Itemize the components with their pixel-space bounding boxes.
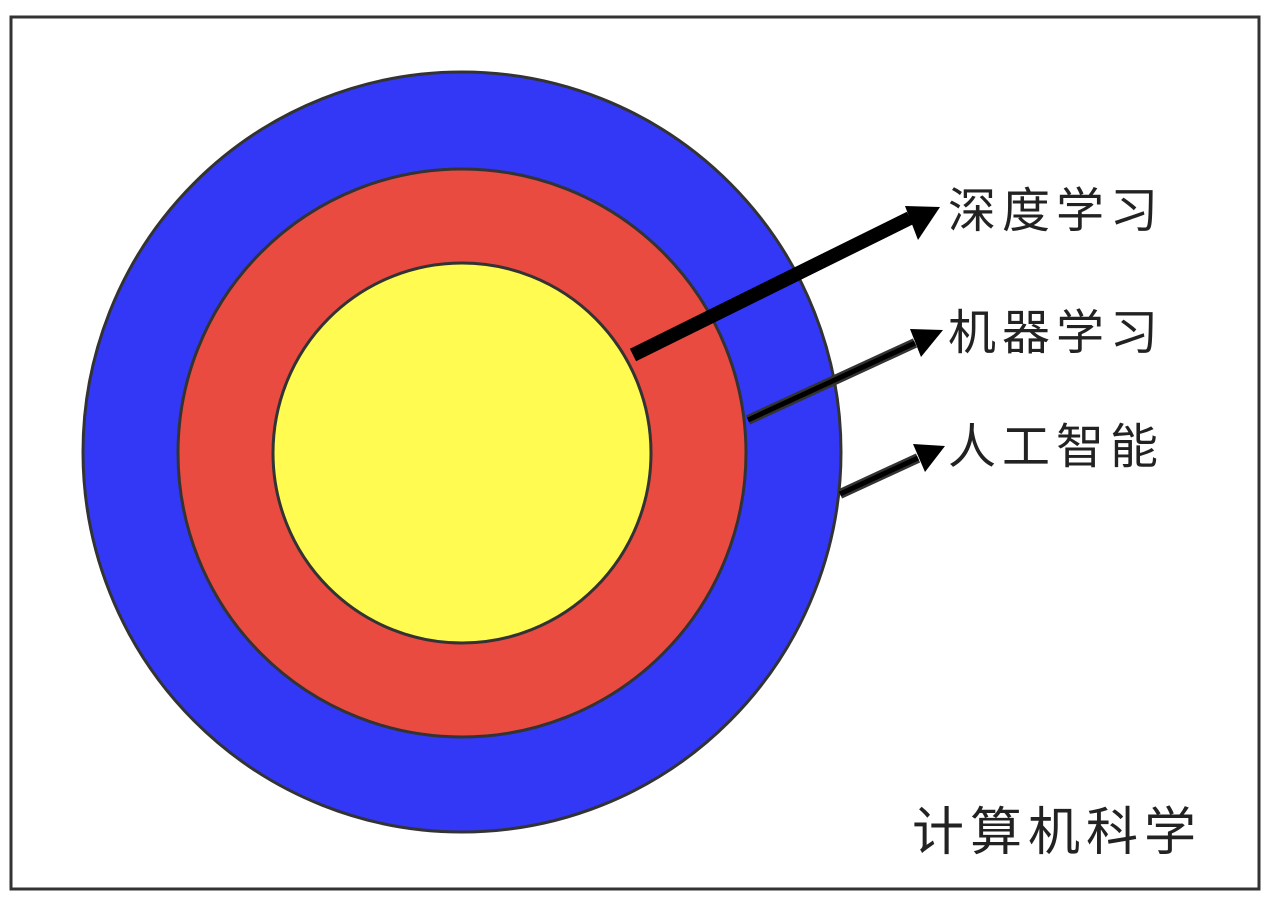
ring-dl: [271, 261, 653, 645]
label-artificial-intelligence: 人工智能: [948, 419, 1164, 475]
arrow-artificial-intelligence: [837, 444, 945, 499]
label-deep-learning: 深度学习: [948, 183, 1164, 239]
label-machine-learning: 机器学习: [948, 305, 1164, 361]
label-computer-science: 计算机科学: [912, 803, 1202, 863]
arrow-machine-learning: [745, 329, 943, 425]
arrow-deep-learning: [629, 206, 940, 362]
